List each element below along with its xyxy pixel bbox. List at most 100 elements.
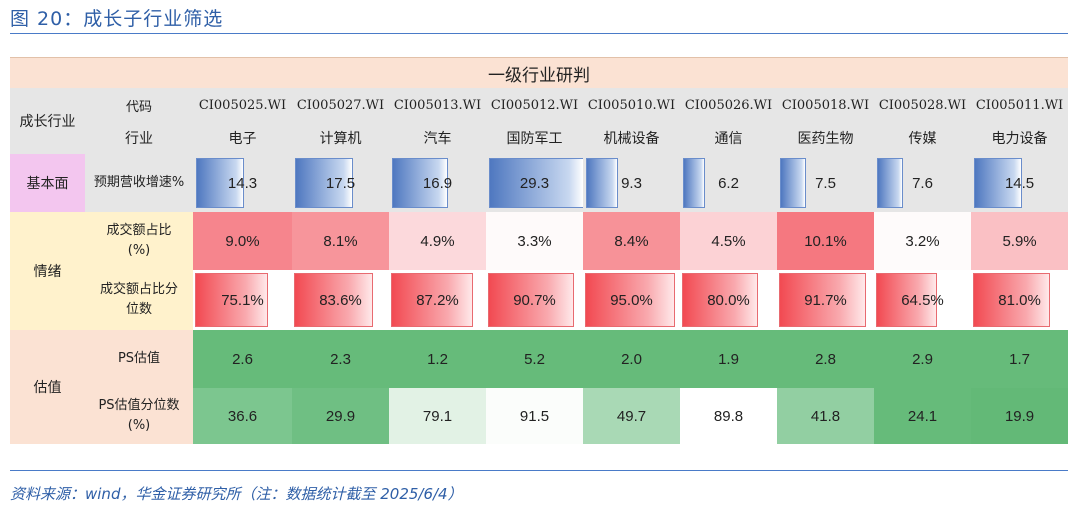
ps-cell: 2.0 <box>583 330 680 388</box>
code-cell: CI005025.WI <box>193 88 292 122</box>
industry-cell: 计算机 <box>292 122 389 154</box>
group-valuation: 估值 <box>10 330 85 444</box>
ps-cell: 2.3 <box>292 330 389 388</box>
turnover-share-cell: 4.9% <box>389 212 486 270</box>
code-cell: CI005026.WI <box>680 88 777 122</box>
revenue-growth-value: 7.5 <box>815 174 836 192</box>
revenue-growth-bar <box>683 158 705 208</box>
metric-revenue-growth-label: 预期营收增速% <box>85 154 193 212</box>
turnover-share-cell: 5.9% <box>971 212 1069 270</box>
turnover-percentile-cell: 91.7% <box>777 270 874 330</box>
turnover-percentile-value: 95.0% <box>610 291 653 309</box>
revenue-growth-cell: 16.9 <box>389 154 486 212</box>
industry-cell: 传媒 <box>874 122 971 154</box>
turnover-percentile-cell: 90.7% <box>486 270 583 330</box>
code-cell: CI005027.WI <box>292 88 389 122</box>
turnover-percentile-value: 81.0% <box>998 291 1041 309</box>
group-fundamental: 基本面 <box>10 154 85 212</box>
turnover-percentile-bar <box>195 273 268 327</box>
turnover-percentile-bar <box>585 273 675 327</box>
turnover-share-cell: 8.1% <box>292 212 389 270</box>
ps-percentile-cell: 91.5 <box>486 388 583 444</box>
revenue-growth-cell: 9.3 <box>583 154 680 212</box>
revenue-growth-bar <box>780 158 806 208</box>
ps-cell: 1.9 <box>680 330 777 388</box>
code-label: 代码 <box>85 88 193 122</box>
turnover-percentile-bar <box>294 273 374 327</box>
industry-cell: 医药生物 <box>777 122 874 154</box>
title-underline <box>10 33 1068 34</box>
turnover-percentile-bar <box>682 273 758 327</box>
revenue-growth-cell: 7.5 <box>777 154 874 212</box>
revenue-growth-value: 9.3 <box>621 174 642 192</box>
ps-percentile-cell: 89.8 <box>680 388 777 444</box>
metric-label-line: (%) <box>127 243 151 258</box>
revenue-growth-cell: 14.3 <box>193 154 292 212</box>
ps-percentile-cell: 36.6 <box>193 388 292 444</box>
revenue-growth-cell: 17.5 <box>292 154 389 212</box>
turnover-percentile-value: 83.6% <box>319 291 362 309</box>
turnover-percentile-cell: 87.2% <box>389 270 486 330</box>
metric-label-line: 位数 <box>125 302 152 317</box>
source-note: 资料来源：wind，华金证券研究所（注：数据统计截至 2025/6/4） <box>10 485 463 503</box>
ps-cell: 1.7 <box>971 330 1069 388</box>
screening-table: 一级行业研判 成长行业 代码 CI005025.WI CI005027.WI C… <box>10 57 1069 444</box>
revenue-growth-cell: 29.3 <box>486 154 585 212</box>
metric-label-line: 成交额占比分 <box>99 282 178 297</box>
revenue-growth-value: 14.3 <box>227 174 258 192</box>
metric-label-line: 成交额占比 <box>106 223 172 238</box>
turnover-percentile-value: 64.5% <box>901 291 944 309</box>
revenue-growth-value: 7.6 <box>912 174 933 192</box>
turnover-share-cell: 10.1% <box>777 212 874 270</box>
metric-ps-percentile-label: PS估值分位数 (%) <box>85 388 193 444</box>
turnover-percentile-value: 80.0% <box>707 291 750 309</box>
turnover-percentile-value: 90.7% <box>513 291 556 309</box>
industry-cell: 国防军工 <box>486 122 583 154</box>
metric-turnover-share-label: 成交额占比 (%) <box>85 212 193 270</box>
revenue-growth-bar <box>877 158 904 208</box>
industry-cell: 电力设备 <box>971 122 1069 154</box>
ps-percentile-cell: 49.7 <box>583 388 680 444</box>
turnover-percentile-bar <box>973 273 1050 327</box>
footer-rule <box>10 470 1068 471</box>
revenue-growth-cell: 14.5 <box>971 154 1069 212</box>
turnover-share-cell: 9.0% <box>193 212 292 270</box>
ps-percentile-cell: 29.9 <box>292 388 389 444</box>
revenue-growth-value: 17.5 <box>325 174 356 192</box>
ps-cell: 2.9 <box>874 330 971 388</box>
turnover-percentile-cell: 75.1% <box>193 270 292 330</box>
metric-label-line: PS估值分位数 <box>98 398 180 413</box>
ps-percentile-cell: 79.1 <box>389 388 486 444</box>
revenue-growth-value: 14.5 <box>1004 174 1035 192</box>
revenue-growth-bar <box>196 158 245 208</box>
turnover-percentile-cell: 95.0% <box>583 270 680 330</box>
code-cell: CI005013.WI <box>389 88 486 122</box>
turnover-percentile-cell: 64.5% <box>874 270 971 330</box>
turnover-percentile-cell: 81.0% <box>971 270 1069 330</box>
turnover-percentile-bar <box>488 273 574 327</box>
turnover-percentile-value: 91.7% <box>804 291 847 309</box>
revenue-growth-cell: 7.6 <box>874 154 971 212</box>
revenue-growth-bar <box>974 158 1023 208</box>
revenue-growth-cell: 6.2 <box>680 154 777 212</box>
metric-turnover-percentile-label: 成交额占比分 位数 <box>85 270 193 330</box>
turnover-percentile-cell: 83.6% <box>292 270 389 330</box>
code-cell: CI005028.WI <box>874 88 971 122</box>
ps-cell: 2.8 <box>777 330 874 388</box>
ps-cell: 5.2 <box>486 330 583 388</box>
turnover-percentile-value: 87.2% <box>416 291 459 309</box>
figure-title: 图 20：成长子行业筛选 <box>10 8 224 30</box>
turnover-percentile-value: 75.1% <box>221 291 264 309</box>
header-band: 一级行业研判 <box>10 57 1069 88</box>
revenue-growth-bar <box>392 158 448 208</box>
code-cell: CI005010.WI <box>583 88 680 122</box>
row-group-label: 成长行业 <box>10 88 85 154</box>
metric-label-line: (%) <box>127 418 151 433</box>
turnover-share-cell: 8.4% <box>583 212 680 270</box>
revenue-growth-value: 6.2 <box>718 174 739 192</box>
ps-percentile-cell: 19.9 <box>971 388 1069 444</box>
turnover-percentile-bar <box>391 273 474 327</box>
revenue-growth-value: 29.3 <box>519 174 550 192</box>
turnover-share-cell: 4.5% <box>680 212 777 270</box>
ps-percentile-cell: 41.8 <box>777 388 874 444</box>
